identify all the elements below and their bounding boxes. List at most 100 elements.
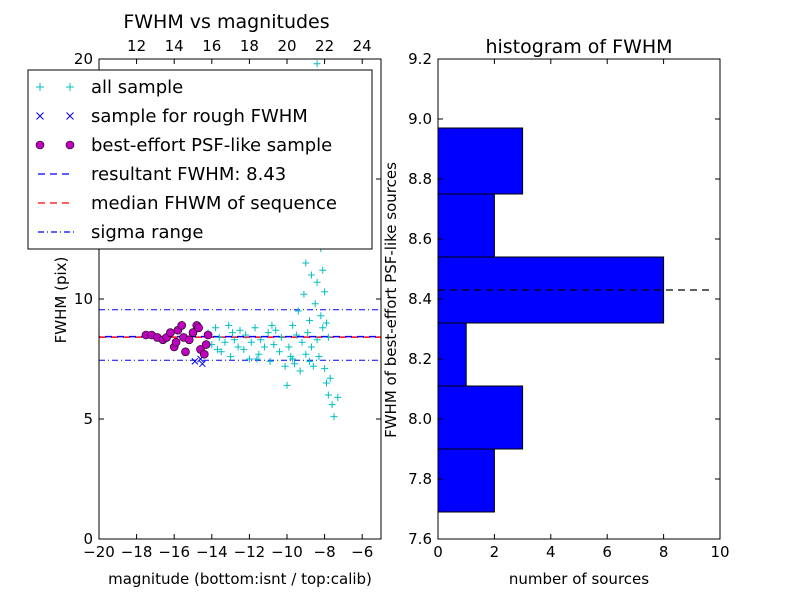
- all-sample-point: [292, 331, 300, 339]
- histogram-bar: [437, 193, 495, 258]
- all-sample-point: [289, 321, 297, 329]
- legend-plus-marker: [36, 83, 44, 91]
- legend-circle-marker: [65, 140, 75, 150]
- all-sample-point: [285, 343, 293, 351]
- all-sample-point: [245, 355, 253, 363]
- all-sample-point: [253, 355, 261, 363]
- legend-entry-label: best-effort PSF-like sample: [91, 135, 332, 156]
- top-x-tick-label: 22: [315, 37, 334, 55]
- left-y-axis-label: FWHM (pix): [52, 257, 70, 344]
- psf-sample-point: [177, 321, 187, 330]
- all-sample-point: [272, 326, 280, 334]
- all-sample-point: [321, 288, 329, 296]
- all-sample-point: [313, 278, 321, 286]
- all-sample-point: [315, 353, 323, 361]
- all-sample-point: [304, 329, 312, 337]
- all-sample-point: [260, 343, 268, 351]
- all-sample-point: [298, 338, 306, 346]
- all-sample-point: [313, 60, 321, 68]
- legend-plus-marker: [66, 83, 74, 91]
- all-sample-point: [324, 391, 332, 399]
- right-x-tick-label: 2: [490, 543, 500, 561]
- all-sample-point: [309, 362, 317, 370]
- all-sample-point: [227, 353, 235, 361]
- left-y-tick-label: 5: [83, 410, 93, 428]
- left-x-tick-label: −6: [351, 543, 373, 561]
- left-axis-ticks: −20−18−16−14−12−10−8−6051015201214161820…: [74, 37, 381, 561]
- all-sample-point: [212, 324, 220, 332]
- right-y-tick-label: 8.2: [408, 350, 432, 368]
- all-sample-point: [291, 360, 299, 368]
- right-y-tick-label: 8.4: [408, 290, 432, 308]
- legend: all sample sample for rough FWHM best-effo…: [27, 69, 373, 250]
- right-x-tick-label: 0: [433, 543, 443, 561]
- all-sample-point: [228, 329, 236, 337]
- histogram-bar: [437, 448, 495, 513]
- all-sample-point: [321, 365, 329, 373]
- right-histogram-panel: 0 2 4 6 8 10 7.6 7.8 8.0 8.2 8.4 8.6 8.8 9.0 9.2 histo…: [382, 36, 730, 588]
- legend-x-marker: [66, 112, 74, 120]
- all-sample-point: [266, 357, 274, 365]
- all-sample-point: [334, 393, 342, 401]
- all-sample-point: [313, 336, 321, 344]
- all-sample-point: [322, 379, 330, 387]
- all-sample-point: [264, 329, 272, 337]
- psf-sample-point: [188, 328, 198, 337]
- right-x-tick-label: 8: [659, 543, 669, 561]
- right-axis-ticks: 0 2 4 6 8 10 7.6 7.8 8.0 8.2 8.4 8.6 8.8 9.0 9.2: [408, 50, 729, 561]
- right-chart-title: histogram of FWHM: [485, 36, 672, 58]
- left-y-tick-label: 20: [74, 50, 93, 68]
- psf-sample-point: [181, 347, 190, 357]
- left-x-tick-label: −8: [314, 543, 336, 561]
- right-y-tick-label: 8.0: [408, 410, 432, 428]
- all-sample-point: [240, 345, 248, 353]
- all-sample-point: [317, 312, 325, 320]
- psf-sample-point: [184, 335, 194, 345]
- all-sample-point: [319, 324, 327, 332]
- left-scatter-panel: −20−18−16−14−12−10−8−6051015201214161820…: [27, 11, 382, 588]
- all-sample-point: [268, 321, 276, 329]
- psf-sample-point: [166, 328, 175, 337]
- all-sample-point: [306, 357, 314, 365]
- all-sample-point: [281, 362, 289, 370]
- all-sample-point: [217, 348, 225, 356]
- all-sample-point: [283, 381, 291, 389]
- all-sample-point: [307, 343, 315, 351]
- all-sample-point: [225, 321, 233, 329]
- legend-entry-label: resultant FWHM: 8.43: [91, 164, 286, 185]
- all-sample-point: [251, 324, 259, 332]
- all-sample-point: [326, 374, 334, 382]
- left-x-tick-label: −20: [83, 543, 115, 561]
- top-x-tick-label: 12: [127, 37, 146, 55]
- all-sample-point: [319, 266, 327, 274]
- all-sample-point: [328, 401, 336, 409]
- all-sample-point: [306, 317, 314, 325]
- all-sample-point: [247, 338, 255, 346]
- all-sample-point: [296, 367, 304, 375]
- rough-sample-point: [199, 360, 206, 368]
- top-x-tick-label: 18: [240, 37, 259, 55]
- all-sample-point: [255, 350, 263, 358]
- right-x-tick-label: 4: [546, 543, 556, 561]
- left-x-tick-label: −16: [158, 543, 190, 561]
- all-sample-point: [221, 338, 229, 346]
- all-sample-point: [275, 348, 283, 356]
- all-sample-point: [289, 355, 297, 363]
- all-sample-point: [294, 307, 302, 315]
- all-sample-point: [311, 300, 319, 308]
- legend-entries: all sample sample for rough FWHM best-effo…: [35, 77, 337, 243]
- legend-circle-marker: [35, 140, 45, 150]
- all-sample-point: [213, 345, 221, 353]
- left-chart-title: FWHM vs magnitudes: [123, 11, 329, 33]
- left-y-tick-label: 10: [74, 290, 93, 308]
- histogram-bar: [437, 127, 524, 195]
- histogram-bar: [437, 322, 467, 387]
- left-x-tick-label: −14: [196, 543, 228, 561]
- all-sample-point: [242, 331, 250, 339]
- all-sample-point: [257, 336, 265, 344]
- right-y-tick-label: 8.8: [408, 170, 432, 188]
- psf-sample-point: [171, 337, 181, 347]
- histogram-bar: [437, 385, 524, 450]
- right-y-tick-label: 9.2: [408, 50, 432, 68]
